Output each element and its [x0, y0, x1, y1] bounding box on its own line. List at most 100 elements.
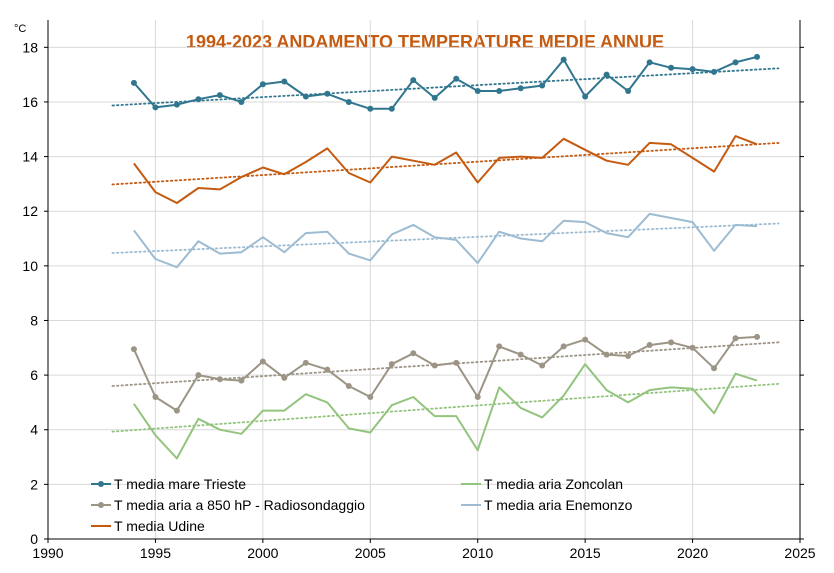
x-tick-label-2000: 2000 — [247, 545, 278, 561]
axes: 0 2 4 6 8 10 12 14 16 18 1990 1995 2000 2005 2010 2015 2… — [22, 20, 816, 561]
data-point-t-media-mare-trieste-2000 — [259, 81, 266, 88]
data-point-t-media-aria-a-850-hp-radiosondaggio-1997 — [195, 372, 202, 379]
data-point-t-media-aria-a-850-hp-radiosondaggio-2018 — [646, 342, 653, 349]
data-point-t-media-mare-trieste-2014 — [560, 56, 567, 63]
data-point-t-media-mare-trieste-2001 — [281, 78, 288, 85]
data-point-t-media-aria-a-850-hp-radiosondaggio-2010 — [474, 393, 481, 400]
data-point-t-media-aria-a-850-hp-radiosondaggio-2016 — [603, 351, 610, 358]
data-point-t-media-mare-trieste-1994 — [130, 79, 137, 86]
grid-lines — [48, 20, 800, 539]
data-point-t-media-mare-trieste-2008 — [431, 94, 438, 101]
data-point-t-media-aria-a-850-hp-radiosondaggio-2019 — [668, 339, 675, 346]
data-point-t-media-aria-a-850-hp-radiosondaggio-2005 — [367, 393, 374, 400]
data-point-t-media-mare-trieste-1995 — [152, 104, 159, 111]
legend-label-t-media-mare-trieste: T media mare Trieste — [114, 476, 246, 492]
chart-title: 1994-2023 ANDAMENTO TEMPERATURE MEDIE AN… — [186, 32, 664, 52]
data-point-t-media-aria-a-850-hp-radiosondaggio-2002 — [302, 359, 309, 366]
series-line-t-media-udine — [133, 135, 758, 204]
y-tick-label-8: 8 — [30, 312, 38, 328]
data-point-t-media-aria-a-850-hp-radiosondaggio-2022 — [732, 335, 739, 342]
data-point-t-media-aria-a-850-hp-radiosondaggio-1994 — [130, 346, 137, 353]
y-axis-unit-label: °C — [14, 23, 26, 35]
legend-label-t-media-udine: T media Udine — [114, 518, 205, 534]
x-tick-label-1995: 1995 — [140, 545, 171, 561]
data-point-t-media-aria-a-850-hp-radiosondaggio-1995 — [152, 393, 159, 400]
data-point-t-media-mare-trieste-2005 — [367, 105, 374, 112]
legend-label-t-media-aria-zoncolan: T media aria Zoncolan — [484, 476, 623, 492]
data-point-t-media-aria-a-850-hp-radiosondaggio-2020 — [689, 344, 696, 351]
data-series — [130, 53, 761, 460]
data-point-t-media-mare-trieste-2023 — [754, 53, 761, 60]
data-point-t-media-mare-trieste-1996 — [173, 101, 180, 108]
data-point-t-media-mare-trieste-2020 — [689, 66, 696, 73]
data-point-t-media-mare-trieste-1999 — [238, 98, 245, 105]
data-point-t-media-mare-trieste-2009 — [453, 75, 460, 82]
legend: T media mare Trieste T media aria a 850 h… — [91, 476, 633, 534]
data-point-t-media-aria-a-850-hp-radiosondaggio-2004 — [345, 383, 352, 390]
data-point-t-media-aria-a-850-hp-radiosondaggio-1996 — [173, 407, 180, 414]
x-tick-label-1990: 1990 — [32, 545, 63, 561]
data-point-t-media-mare-trieste-2010 — [474, 88, 481, 95]
data-point-t-media-mare-trieste-2003 — [324, 90, 331, 97]
legend-label-t-media-aria-a-850-hp-radiosondaggio: T media aria a 850 hP - Radiosondaggio — [114, 497, 365, 513]
x-tick-label-2005: 2005 — [355, 545, 386, 561]
data-point-t-media-aria-a-850-hp-radiosondaggio-2015 — [582, 336, 589, 343]
data-point-t-media-aria-a-850-hp-radiosondaggio-2006 — [388, 361, 395, 368]
legend-marker-t-media-mare-trieste — [98, 481, 104, 487]
data-point-t-media-mare-trieste-2002 — [302, 93, 309, 100]
series-line-t-media-mare-trieste — [133, 55, 758, 110]
data-point-t-media-mare-trieste-2019 — [668, 64, 675, 71]
trend-line-t-media-aria-zoncolan — [111, 382, 780, 433]
data-point-t-media-aria-a-850-hp-radiosondaggio-2011 — [496, 343, 503, 350]
data-point-t-media-aria-a-850-hp-radiosondaggio-2008 — [431, 362, 438, 369]
data-point-t-media-aria-a-850-hp-radiosondaggio-2007 — [410, 350, 417, 357]
trend-line-t-media-mare-trieste — [111, 67, 780, 107]
data-point-t-media-mare-trieste-2016 — [603, 71, 610, 78]
series-line-t-media-aria-enemonzo — [133, 212, 758, 269]
y-tick-label-0: 0 — [30, 531, 38, 547]
data-point-t-media-mare-trieste-1997 — [195, 96, 202, 103]
data-point-t-media-aria-a-850-hp-radiosondaggio-2023 — [754, 333, 761, 340]
x-tick-label-2015: 2015 — [570, 545, 601, 561]
data-point-t-media-aria-a-850-hp-radiosondaggio-2000 — [259, 358, 266, 365]
y-tick-label-2: 2 — [30, 476, 38, 492]
x-tick-label-2010: 2010 — [462, 545, 493, 561]
data-point-t-media-aria-a-850-hp-radiosondaggio-2012 — [517, 351, 524, 358]
data-point-t-media-aria-a-850-hp-radiosondaggio-1998 — [216, 376, 223, 383]
trend-line-t-media-udine — [111, 142, 780, 186]
data-point-t-media-mare-trieste-2021 — [711, 68, 718, 75]
y-tick-label-16: 16 — [22, 94, 38, 110]
data-point-t-media-aria-a-850-hp-radiosondaggio-2014 — [560, 343, 567, 350]
data-point-t-media-mare-trieste-2007 — [410, 77, 417, 84]
data-point-t-media-aria-a-850-hp-radiosondaggio-2009 — [453, 359, 460, 366]
series-line-t-media-aria-a-850-hp-radiosondaggio — [132, 335, 758, 412]
y-tick-label-18: 18 — [22, 39, 38, 55]
data-point-t-media-aria-a-850-hp-radiosondaggio-1999 — [238, 377, 245, 384]
x-tick-label-2025: 2025 — [784, 545, 815, 561]
y-tick-label-10: 10 — [22, 258, 38, 274]
legend-marker-t-media-aria-a-850-hp-radiosondaggio — [98, 502, 104, 508]
legend-label-t-media-aria-enemonzo: T media aria Enemonzo — [484, 497, 633, 513]
data-point-t-media-mare-trieste-2022 — [732, 59, 739, 66]
data-point-t-media-mare-trieste-2012 — [517, 85, 524, 92]
data-point-t-media-mare-trieste-2017 — [625, 88, 632, 95]
data-point-t-media-mare-trieste-2013 — [539, 82, 546, 89]
data-point-t-media-mare-trieste-2015 — [582, 93, 589, 100]
data-point-t-media-aria-a-850-hp-radiosondaggio-2001 — [281, 374, 288, 381]
series-line-t-media-aria-zoncolan — [133, 363, 758, 460]
data-point-t-media-mare-trieste-1998 — [216, 92, 223, 99]
y-tick-label-4: 4 — [30, 422, 38, 438]
y-tick-label-12: 12 — [22, 203, 38, 219]
y-tick-label-14: 14 — [22, 149, 38, 165]
data-point-t-media-aria-a-850-hp-radiosondaggio-2017 — [625, 352, 632, 359]
data-point-t-media-mare-trieste-2004 — [345, 98, 352, 105]
y-tick-label-6: 6 — [30, 367, 38, 383]
x-tick-label-2020: 2020 — [677, 545, 708, 561]
data-point-t-media-aria-a-850-hp-radiosondaggio-2021 — [711, 365, 718, 372]
data-point-t-media-mare-trieste-2011 — [496, 88, 503, 95]
data-point-t-media-mare-trieste-2018 — [646, 59, 653, 66]
data-point-t-media-aria-a-850-hp-radiosondaggio-2013 — [539, 362, 546, 369]
data-point-t-media-mare-trieste-2006 — [388, 105, 395, 112]
